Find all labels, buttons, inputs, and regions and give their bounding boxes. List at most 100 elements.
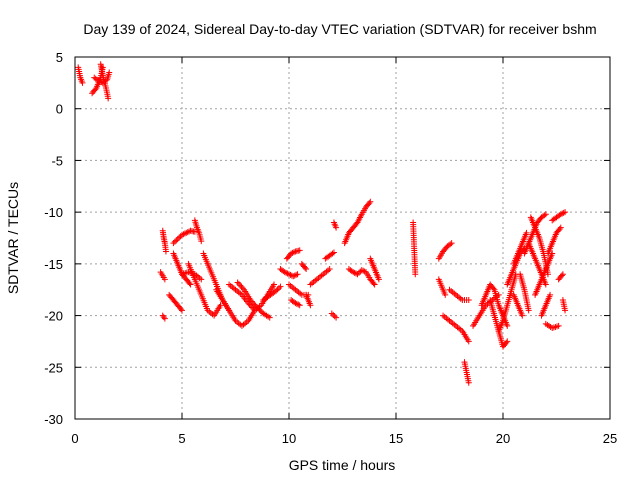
data-point [217, 302, 224, 309]
data-point [560, 209, 567, 216]
data-point [559, 210, 566, 217]
data-point [366, 200, 373, 207]
series-b-3 [213, 286, 258, 329]
series-b-5 [234, 279, 273, 321]
data-point [251, 301, 258, 308]
data-point [277, 283, 284, 290]
data-point [355, 269, 362, 276]
data-point [176, 234, 183, 241]
data-point [95, 77, 102, 84]
data-point [367, 198, 374, 205]
data-point [281, 269, 288, 276]
tick-labels: 0 5 10 15 20 25 5 0 -5 -10 -15 -20 -25 -30 [44, 50, 617, 446]
data-point [170, 240, 177, 247]
series-f-8 [559, 297, 569, 314]
data-point [181, 230, 188, 237]
data-point [525, 307, 532, 314]
series-e-7 [517, 271, 532, 314]
series-c-4 [345, 266, 378, 288]
x-tick-label: 15 [389, 431, 403, 446]
series-d-4 [440, 312, 472, 345]
data-point [465, 297, 472, 304]
series-early-4 [91, 69, 113, 86]
data-point [328, 310, 335, 317]
data-point [296, 302, 303, 309]
data-point [106, 69, 113, 76]
data-point [177, 306, 184, 313]
y-tick-label: 0 [56, 102, 63, 117]
data-point [562, 209, 569, 216]
series-f-7 [542, 320, 562, 331]
data-point [171, 238, 178, 245]
data-point [248, 298, 255, 305]
y-tick-label: -5 [51, 153, 63, 168]
data-point [447, 241, 454, 248]
series-e-5 [510, 229, 530, 267]
data-point [284, 270, 291, 277]
data-point [294, 271, 301, 278]
x-axis-label: GPS time / hours [289, 457, 396, 473]
x-tick-label: 5 [178, 431, 185, 446]
data-point [198, 276, 205, 283]
x-tick-label: 0 [71, 431, 78, 446]
series-f-5 [544, 224, 564, 257]
series-c-1 [330, 219, 340, 231]
series-a-7 [191, 217, 205, 245]
series-b-9 [286, 281, 312, 298]
data-point [542, 211, 549, 218]
data-point [333, 314, 340, 321]
y-axis-label: SDTVAR / TECUs [5, 182, 21, 294]
series-d-2 [435, 276, 449, 298]
data-point [289, 249, 296, 256]
data-point [295, 301, 302, 308]
y-tick-label: -20 [44, 309, 63, 324]
data-point [179, 231, 185, 238]
series-c-6 [410, 219, 419, 278]
data-point [353, 270, 360, 277]
plot-frame [74, 56, 611, 420]
series-early-1 [75, 64, 86, 86]
data-point [290, 249, 297, 256]
series-a-2 [157, 269, 168, 283]
data-point [271, 281, 278, 288]
data-point [354, 271, 361, 278]
data-point [273, 287, 280, 294]
data-point [465, 379, 472, 386]
data-point [296, 247, 303, 254]
data-point [161, 315, 168, 322]
x-tick-label: 10 [282, 431, 296, 446]
data-point [287, 271, 294, 278]
series-b-1 [185, 260, 224, 319]
data-point [375, 276, 382, 283]
data-point [180, 231, 187, 238]
series-b-8 [277, 266, 301, 280]
data-point [161, 276, 168, 283]
data-point [250, 299, 257, 306]
data-point [174, 236, 181, 243]
data-point [79, 79, 86, 86]
data-point [291, 272, 298, 279]
data-point [302, 264, 309, 271]
data-point [504, 322, 511, 329]
series-c-5 [367, 255, 382, 283]
x-tick-label: 20 [496, 431, 510, 446]
data-point [183, 229, 190, 236]
series-e-2 [487, 297, 511, 350]
data-point [105, 95, 112, 102]
data-point [235, 280, 242, 287]
data-point [350, 269, 357, 276]
data-point [541, 212, 548, 219]
data-point [333, 224, 340, 231]
series-f-10 [538, 291, 554, 319]
data-point [162, 248, 169, 255]
series-d-3 [446, 286, 472, 304]
series-b-7 [283, 247, 303, 262]
data-point [442, 291, 449, 298]
series-b-12 [307, 266, 333, 288]
y-tick-label: 5 [56, 50, 63, 65]
data-point [555, 322, 562, 329]
series-d-5 [461, 359, 472, 386]
data-point [329, 250, 336, 257]
data-point [547, 291, 554, 298]
series-a-5 [170, 250, 194, 288]
